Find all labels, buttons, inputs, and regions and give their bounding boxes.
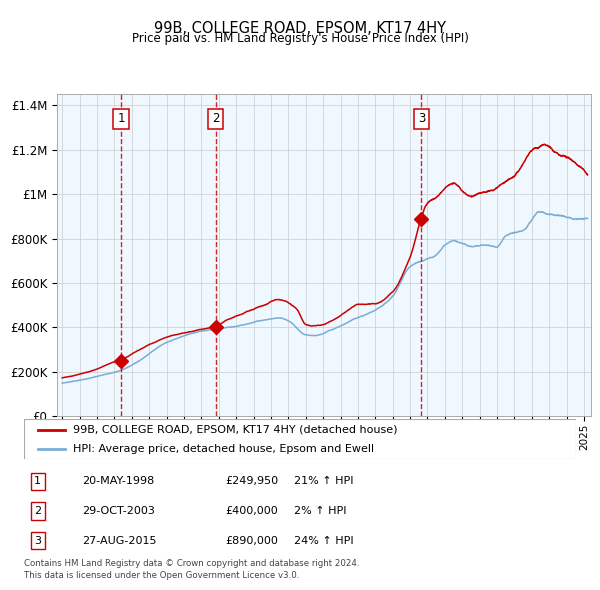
Text: Contains HM Land Registry data © Crown copyright and database right 2024.: Contains HM Land Registry data © Crown c…	[24, 559, 359, 568]
Text: 1: 1	[34, 476, 41, 486]
Text: 20-MAY-1998: 20-MAY-1998	[82, 476, 154, 486]
Text: £400,000: £400,000	[225, 506, 278, 516]
Text: 29-OCT-2003: 29-OCT-2003	[82, 506, 155, 516]
Text: 2: 2	[34, 506, 41, 516]
Text: 2: 2	[212, 112, 220, 125]
Text: HPI: Average price, detached house, Epsom and Ewell: HPI: Average price, detached house, Epso…	[73, 444, 374, 454]
Text: 24% ↑ HPI: 24% ↑ HPI	[295, 536, 354, 546]
Text: 2% ↑ HPI: 2% ↑ HPI	[295, 506, 347, 516]
Text: This data is licensed under the Open Government Licence v3.0.: This data is licensed under the Open Gov…	[24, 571, 299, 579]
FancyBboxPatch shape	[24, 419, 576, 459]
Text: 27-AUG-2015: 27-AUG-2015	[82, 536, 157, 546]
Text: 1: 1	[117, 112, 125, 125]
Text: 3: 3	[418, 112, 425, 125]
Text: Price paid vs. HM Land Registry's House Price Index (HPI): Price paid vs. HM Land Registry's House …	[131, 32, 469, 45]
Bar	[121, 94, 216, 416]
Bar	[216, 94, 421, 416]
Text: 3: 3	[34, 536, 41, 546]
Text: 21% ↑ HPI: 21% ↑ HPI	[295, 476, 354, 486]
Text: £890,000: £890,000	[225, 536, 278, 546]
Bar	[57, 94, 121, 416]
Text: 99B, COLLEGE ROAD, EPSOM, KT17 4HY: 99B, COLLEGE ROAD, EPSOM, KT17 4HY	[154, 21, 446, 35]
Text: 99B, COLLEGE ROAD, EPSOM, KT17 4HY (detached house): 99B, COLLEGE ROAD, EPSOM, KT17 4HY (deta…	[73, 425, 397, 435]
Bar	[421, 94, 591, 416]
Text: £249,950: £249,950	[225, 476, 278, 486]
